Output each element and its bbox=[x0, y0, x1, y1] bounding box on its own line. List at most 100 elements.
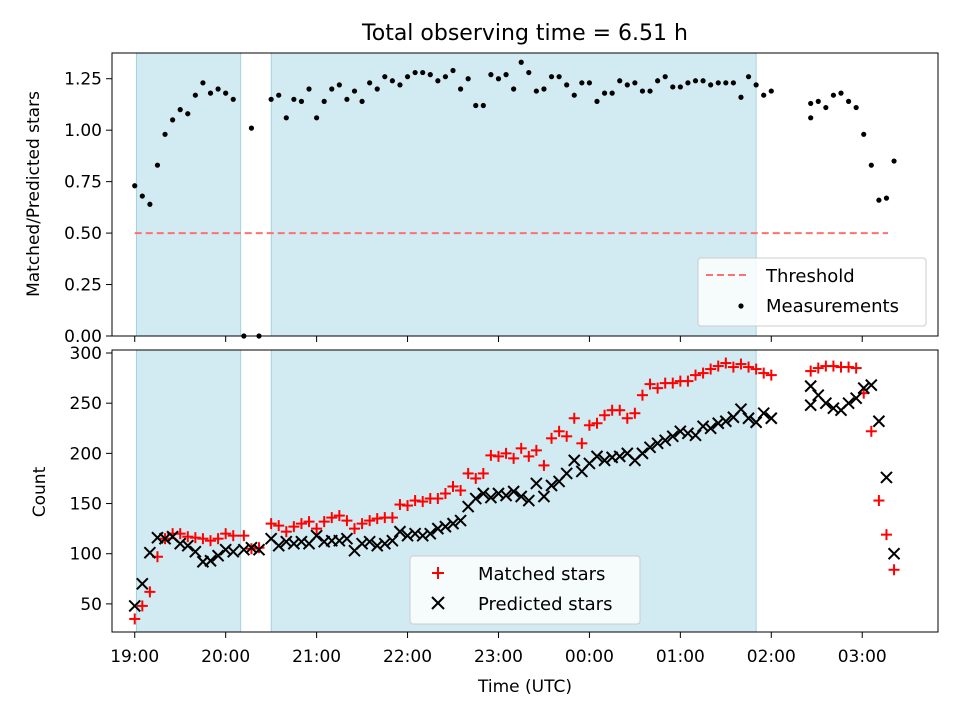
x-tick-label: 19:00 bbox=[110, 647, 159, 667]
measurement-point bbox=[533, 88, 539, 94]
matched-star-point bbox=[873, 495, 885, 507]
predicted-star-point bbox=[819, 396, 833, 410]
measurement-point bbox=[723, 80, 729, 86]
matched-star-point bbox=[386, 512, 398, 524]
matched-star-point bbox=[212, 533, 224, 545]
x-tick-label: 02:00 bbox=[747, 647, 796, 667]
matched-star-point bbox=[697, 367, 709, 379]
x-tick-label: 01:00 bbox=[656, 647, 705, 667]
predicted-star-point bbox=[689, 429, 702, 442]
measurements-legend-label: Measurements bbox=[766, 296, 899, 317]
matched-star-point bbox=[356, 518, 368, 530]
predicted-star-point bbox=[424, 527, 437, 540]
measurement-point bbox=[298, 98, 305, 104]
matched-star-point bbox=[371, 513, 383, 525]
predicted-star-point bbox=[734, 403, 748, 416]
measurement-point bbox=[511, 86, 517, 92]
predicted-star-point bbox=[158, 532, 172, 545]
measurement-point bbox=[830, 92, 837, 98]
matched-star-point bbox=[850, 362, 862, 374]
matched-star-point bbox=[750, 363, 762, 375]
measurement-point bbox=[853, 104, 859, 111]
predicted-star-point bbox=[507, 485, 520, 498]
predicted-star-point bbox=[598, 454, 611, 467]
measurement-point bbox=[450, 67, 456, 74]
predicted-star-point bbox=[658, 434, 672, 447]
bottom-legend-box bbox=[409, 555, 641, 625]
measurement-point bbox=[344, 96, 350, 102]
measurement-point bbox=[745, 74, 752, 80]
measurement-point bbox=[397, 82, 403, 88]
predicted-legend-label: Predicted stars bbox=[478, 594, 612, 615]
matched-star-point bbox=[500, 447, 512, 459]
measurements-legend-swatch bbox=[738, 303, 744, 309]
predicted-star-point bbox=[666, 430, 679, 443]
measurement-point bbox=[685, 80, 691, 86]
predicted-star-point bbox=[857, 381, 870, 395]
predicted-star-point bbox=[295, 535, 308, 548]
predicted-star-point bbox=[674, 425, 687, 438]
measurement-point bbox=[495, 76, 502, 82]
predicted-star-point bbox=[272, 539, 285, 552]
measurement-point bbox=[662, 74, 668, 80]
matched-star-point bbox=[273, 520, 285, 532]
measurement-point bbox=[427, 72, 433, 78]
measurement-point bbox=[700, 78, 706, 84]
measurement-point bbox=[314, 115, 320, 121]
matched-star-point bbox=[508, 452, 520, 464]
top-y-ticks: 0.00 0.25 0.50 0.75 1.00 1.25 bbox=[64, 70, 112, 347]
predicted-star-point bbox=[386, 534, 399, 547]
predicted-star-point bbox=[804, 379, 817, 393]
predicted-star-point bbox=[128, 599, 141, 613]
measurement-point bbox=[276, 92, 282, 98]
matched-star-point bbox=[629, 407, 641, 419]
matched-star-point bbox=[621, 412, 633, 424]
bottom-legend: Matched stars Predicted stars bbox=[409, 555, 641, 625]
predicted-star-point bbox=[757, 407, 770, 420]
matched-star-point bbox=[253, 542, 265, 554]
top-axes-frame bbox=[111, 52, 939, 337]
matched-star-point bbox=[364, 515, 376, 527]
matched-star-point bbox=[348, 523, 360, 535]
bottom-y-tick-label: 250 bbox=[70, 394, 102, 414]
measurement-point bbox=[177, 107, 183, 113]
matched-star-point bbox=[758, 367, 770, 379]
predicted-star-point bbox=[484, 491, 498, 504]
matched-star-point bbox=[880, 529, 892, 541]
measurement-point bbox=[541, 86, 547, 92]
measurement-point bbox=[207, 90, 214, 96]
bottom-shaded-span bbox=[135, 349, 242, 633]
measurement-point bbox=[761, 92, 767, 98]
matched-star-point bbox=[238, 530, 250, 542]
matched-star-point bbox=[576, 437, 588, 449]
matched-star-point bbox=[682, 375, 694, 387]
predicted-legend-swatch bbox=[431, 596, 445, 610]
predicted-star-point bbox=[887, 547, 901, 560]
predicted-star-point bbox=[143, 546, 157, 559]
bottom-y-ticks: 50 100 150 200 250 300 bbox=[70, 344, 112, 615]
predicted-star-point bbox=[865, 378, 878, 392]
top-y-tick-label: 1.00 bbox=[64, 121, 102, 141]
matched-star-point bbox=[812, 362, 824, 374]
measurement-point bbox=[738, 94, 744, 100]
measurement-point bbox=[192, 92, 198, 98]
measurement-point bbox=[351, 88, 358, 94]
measurement-point bbox=[624, 82, 630, 88]
matched-star-point bbox=[553, 425, 565, 437]
matched-star-point bbox=[129, 613, 141, 625]
matched-star-point bbox=[720, 357, 732, 369]
bottom-y-tick-label: 50 bbox=[80, 595, 102, 615]
measurement-point bbox=[223, 90, 229, 96]
predicted-star-point bbox=[477, 487, 490, 500]
bottom-y-axis-label: Count bbox=[30, 466, 50, 517]
predicted-star-point bbox=[742, 412, 755, 425]
predicted-star-point bbox=[446, 517, 460, 530]
measurement-point bbox=[815, 98, 821, 104]
measurement-point bbox=[632, 80, 638, 86]
measurement-point bbox=[594, 98, 600, 104]
matched-star-point bbox=[295, 518, 307, 530]
measurement-point bbox=[617, 78, 623, 84]
x-tick-label: 23:00 bbox=[474, 647, 523, 667]
matched-star-point bbox=[636, 389, 648, 401]
matched-star-point bbox=[265, 518, 277, 530]
